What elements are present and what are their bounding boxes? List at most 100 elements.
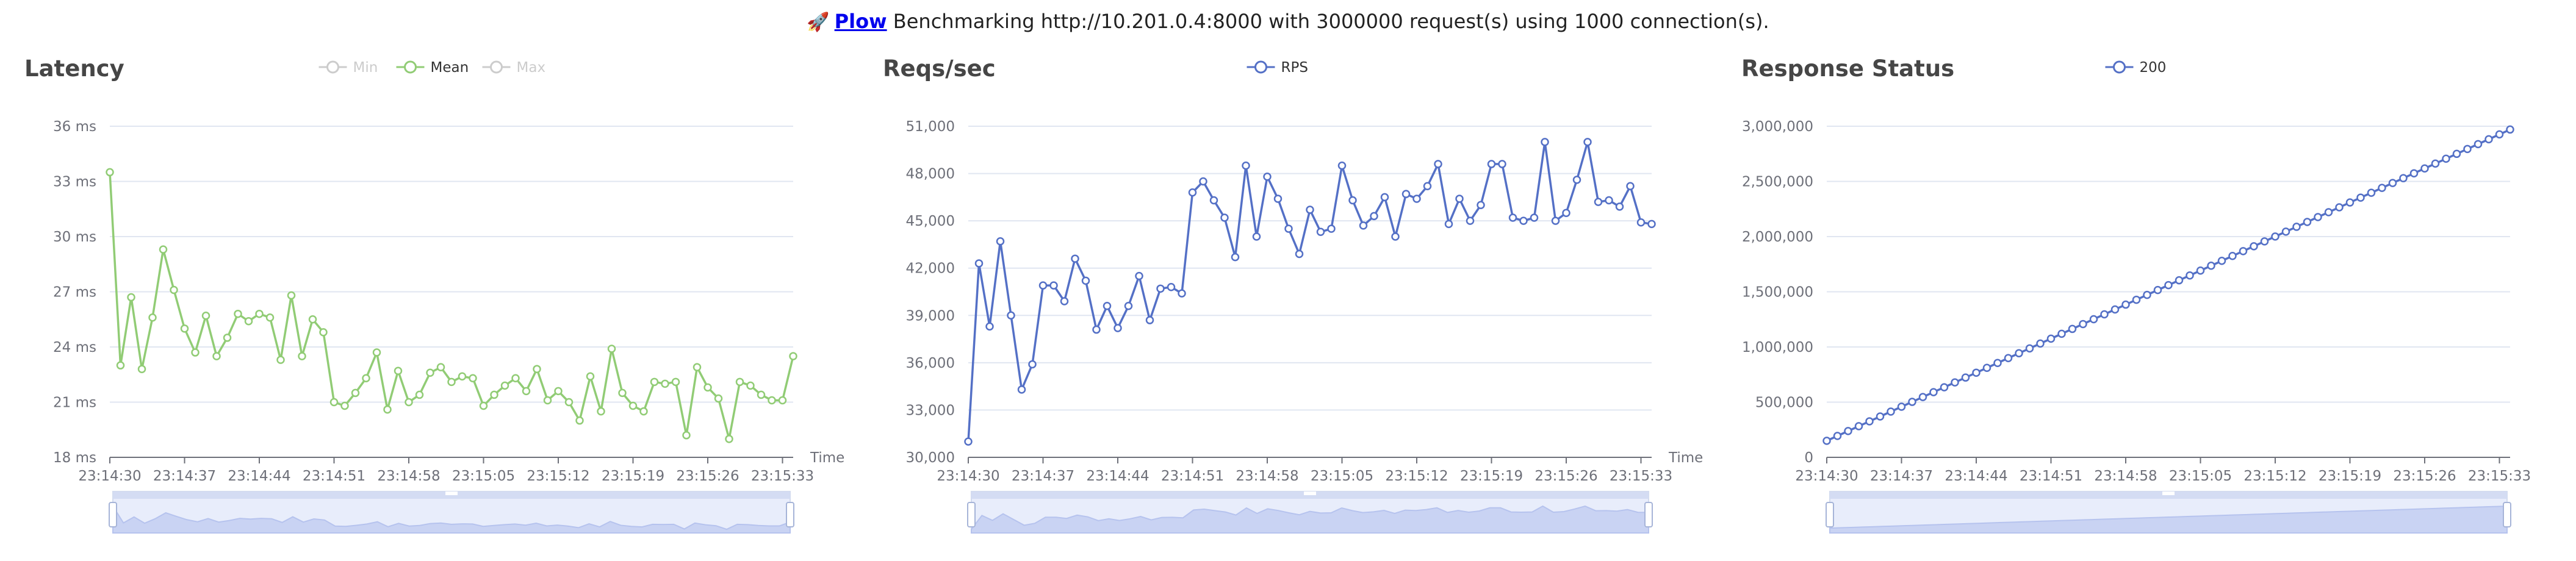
data-point[interactable] [1530,213,1539,222]
data-point[interactable] [714,394,723,403]
data-point[interactable] [2079,320,2087,329]
data-point[interactable] [2473,140,2483,149]
data-point[interactable] [170,285,178,295]
data-point[interactable] [1242,161,1250,170]
data-point[interactable] [1865,417,1874,426]
data-point[interactable] [543,396,552,405]
data-point[interactable] [1060,297,1069,306]
data-point[interactable] [1071,254,1079,263]
data-point[interactable] [650,377,659,387]
data-point[interactable] [1263,172,1272,181]
data-point[interactable] [2292,223,2301,231]
data-point[interactable] [2217,257,2226,265]
data-point[interactable] [2153,285,2162,295]
data-point[interactable] [1156,284,1165,293]
data-point[interactable] [1103,302,1112,310]
data-point[interactable] [618,388,627,398]
data-point[interactable] [2303,218,2312,226]
data-point[interactable] [533,365,541,373]
data-point[interactable] [1252,232,1261,241]
data-point[interactable] [1605,196,1613,205]
data-point[interactable] [511,374,520,383]
data-point[interactable] [1007,311,1015,320]
data-point[interactable] [1199,177,1207,186]
data-point[interactable] [1412,195,1421,203]
data-point[interactable] [2036,339,2045,348]
data-point[interactable] [127,293,135,302]
data-point[interactable] [319,328,328,337]
data-point[interactable] [2046,334,2056,343]
data-point[interactable] [308,315,317,324]
data-point[interactable] [2207,261,2215,270]
data-point[interactable] [2314,213,2322,221]
data-point[interactable] [2089,315,2098,324]
data-point[interactable] [1337,161,1347,170]
data-point[interactable] [1273,195,1283,203]
data-point[interactable] [276,356,285,364]
data-point[interactable] [1348,196,1357,205]
data-point[interactable] [1583,138,1592,146]
data-point[interactable] [2420,164,2429,173]
data-point[interactable] [1327,224,1336,233]
data-point[interactable] [2186,271,2194,280]
data-point[interactable] [436,363,445,371]
data-point[interactable] [2356,193,2365,202]
data-point[interactable] [1209,196,1218,205]
data-point[interactable] [1401,190,1411,198]
data-point[interactable] [1961,373,1970,382]
legend-item-min[interactable]: Min [318,60,378,76]
data-point[interactable] [1316,227,1325,236]
data-point[interactable] [1359,221,1368,230]
plow-link[interactable]: Plow [834,10,887,33]
data-point[interactable] [1833,432,1842,440]
data-point[interactable] [1370,212,1378,221]
data-point[interactable] [383,405,392,414]
data-point[interactable] [287,291,296,300]
data-point[interactable] [394,366,403,375]
data-point[interactable] [2452,149,2461,159]
data-point[interactable] [1594,198,1603,206]
data-point[interactable] [1188,188,1197,197]
data-point[interactable] [996,237,1005,246]
data-point[interactable] [2409,169,2419,177]
data-point[interactable] [1092,325,1101,334]
data-point[interactable] [1854,422,1863,431]
data-point[interactable] [2175,276,2184,285]
data-point[interactable] [1551,216,1560,225]
data-point[interactable] [329,398,339,407]
data-point[interactable] [693,363,702,371]
data-point[interactable] [2121,300,2130,309]
data-point[interactable] [2100,310,2109,319]
data-point[interactable] [351,388,360,398]
data-point[interactable] [106,168,114,177]
data-point[interactable] [1876,412,1885,421]
data-point[interactable] [201,311,210,320]
data-point[interactable] [2281,227,2290,236]
data-point[interactable] [1124,302,1133,310]
zoom-handle-left[interactable] [967,502,976,527]
legend-item-rps[interactable]: RPS [1247,60,1308,76]
data-point[interactable] [725,435,733,443]
data-point[interactable] [2388,179,2397,187]
data-point[interactable] [447,377,456,387]
zoom-slider[interactable] [109,491,794,534]
data-point[interactable] [607,345,616,353]
data-point[interactable] [490,390,498,399]
data-point[interactable] [1455,195,1464,203]
data-point[interactable] [1929,388,1938,396]
data-point[interactable] [778,396,787,405]
data-point[interactable] [1908,398,1916,406]
data-point[interactable] [469,374,477,383]
data-point[interactable] [1145,316,1154,324]
data-point[interactable] [159,245,168,254]
data-point[interactable] [768,396,776,405]
data-point[interactable] [1498,160,1506,168]
data-point[interactable] [1647,220,1656,229]
data-point[interactable] [234,309,242,318]
data-point[interactable] [2484,135,2493,144]
data-point[interactable] [2495,130,2504,139]
data-point[interactable] [1508,213,1517,222]
data-point[interactable] [1940,383,1949,391]
data-point[interactable] [1466,216,1475,225]
data-point[interactable] [180,324,189,333]
